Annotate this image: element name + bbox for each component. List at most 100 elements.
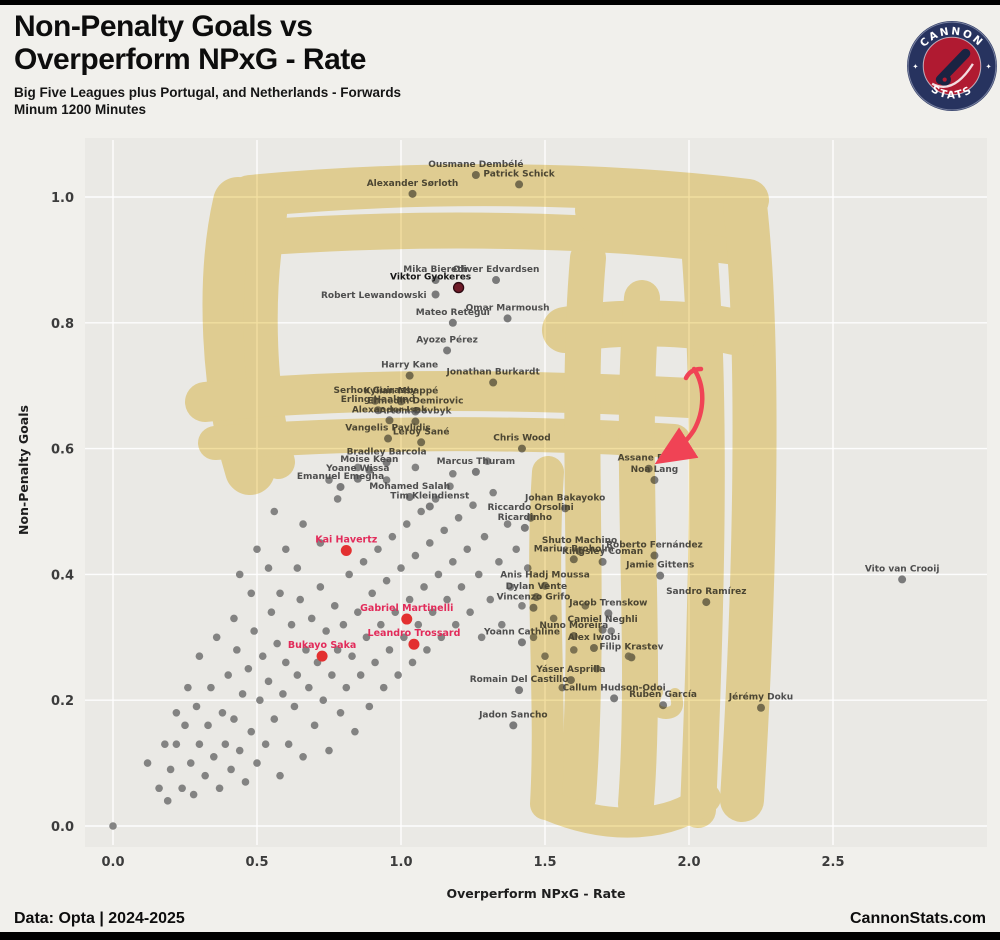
bg-point [325,476,333,484]
bg-point [244,664,253,673]
player-point [471,467,480,476]
bg-point [342,683,351,692]
bg-point [431,495,440,503]
bg-point [449,558,457,566]
bg-point [230,614,238,623]
bg-point [299,520,307,528]
player-label: Moise Kean [340,455,398,465]
logo-star-right: ✦ [986,62,992,71]
bg-point [270,507,279,516]
highlighter-annotation [185,164,777,838]
player-label: Bradley Barcola [347,447,427,457]
bg-point [224,671,232,679]
bg-point [238,690,247,698]
footer: Data: Opta | 2024-2025 CannonStats.com [0,910,1000,928]
bg-point [233,646,241,654]
player-point [431,276,440,285]
bg-point [333,495,342,503]
bg-point [365,702,374,711]
bg-point [377,620,385,629]
bg-point [307,614,316,623]
player-label: Bukayo Saka [288,640,356,651]
player-label: Vito van Crooij [865,564,940,574]
bg-point [397,564,405,572]
player-label: Artem Dovbyk [379,407,452,417]
player-point [517,638,526,647]
bg-point [253,545,261,554]
player-label: Leandro Trossard [368,628,461,639]
bg-point [388,532,397,541]
bg-point [518,602,526,610]
bg-point [443,595,451,604]
player-label: Gabriel Martinelli [360,603,453,614]
bg-point [414,620,423,629]
player-label: Yoane Wissa [325,464,389,474]
bg-point [328,671,336,679]
player-point [604,609,613,618]
bg-point [446,482,454,491]
bg-point [279,690,287,698]
bg-point [241,778,250,786]
bg-point [109,822,117,830]
bg-point [354,608,362,616]
bg-point [256,696,264,704]
bg-point [284,740,293,749]
x-tick-label: 0.0 [101,855,124,870]
bg-point [184,683,192,692]
player-point [336,482,345,491]
bg-point [163,797,172,805]
bg-point [302,646,310,654]
player-point [509,721,518,730]
chart-subtitle-line1: Big Five Leagues plus Portugal, and Neth… [14,85,402,100]
cannon-stats-logo: CANNON STATS ✦ ✦ [907,21,997,111]
player-point [382,458,391,467]
bg-point [348,652,356,660]
bg-point [379,683,388,692]
bg-point [474,570,483,579]
bg-point [195,740,204,749]
bg-point [351,727,359,736]
y-tick-label: 0.6 [51,443,74,458]
player-point [656,571,665,580]
player-point [610,694,619,703]
bg-point [345,570,353,579]
bg-point [247,727,256,736]
bg-point [385,646,394,654]
player-label: Callum Hudson-Odoi [563,683,666,693]
x-tick-label: 2.5 [821,855,844,870]
bg-point [195,652,204,660]
x-tick-label: 2.0 [677,855,700,870]
bg-point [451,620,460,629]
chart-title-line2: Overperform NPxG - Rate [14,43,366,76]
player-point [898,575,907,584]
bg-point [428,608,437,616]
bg-point [264,564,273,572]
player-point [443,346,452,355]
bg-point [227,765,235,774]
footer-data-source: Data: Opta | 2024-2025 [14,910,185,927]
chart-header: Non-Penalty Goals vs Overperform NPxG - … [14,10,401,118]
y-tick-label: 0.0 [51,820,74,835]
x-tick-label: 0.5 [245,855,268,870]
bg-point [276,771,284,780]
player-label: Jamie Gittens [625,561,694,571]
bg-point [483,457,492,465]
chart-subtitle-line2: Minum 1200 Minutes [14,102,147,117]
bg-point [316,539,325,547]
bg-point [181,721,189,730]
bg-point [503,520,512,528]
player-label: Jadon Sancho [478,710,547,720]
player-label: Mika Biereth [403,265,468,275]
player-point [353,474,362,483]
player-label: Camiel Neghli [568,615,638,625]
bg-point [290,702,299,711]
player-label: Kingsley Coman [562,547,643,557]
player-label: Ayoze Pérez [416,334,478,345]
bg-point [218,708,227,717]
bg-point [319,696,328,704]
bg-point [463,545,472,554]
svg-text:STATS: STATS [929,83,975,101]
bg-point [466,608,474,616]
footer-site: CannonStats.com [849,910,986,927]
bg-point [166,765,175,774]
